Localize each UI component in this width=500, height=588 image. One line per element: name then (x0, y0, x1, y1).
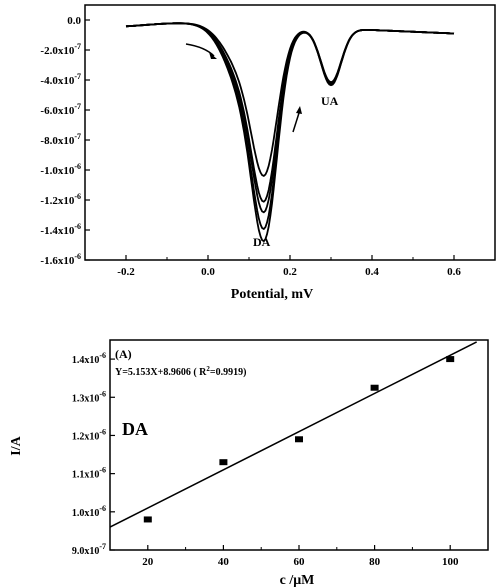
bottom-x-tick-label: 80 (369, 556, 381, 568)
calibration-plot (109, 341, 477, 528)
scan-direction-arrowhead-1 (209, 52, 217, 59)
bottom-y-tick-label: 1.3x10-6 (72, 389, 106, 404)
calibration-panel: 20 40 60 80 100 9.0x10-7 1.0x10-6 1.1x10-6 1.2x… (9, 339, 489, 588)
scan-direction-arrow-2 (292, 112, 300, 133)
data-point (370, 384, 379, 391)
data-point (219, 459, 228, 466)
top-y-tick-label: -4.0x10-7 (40, 72, 81, 87)
fit-line (109, 341, 477, 528)
voltammogram-trace (125, 22, 455, 231)
bottom-x-tick-label: 40 (218, 556, 230, 568)
bottom-y-tick-label: 1.1x10-6 (72, 466, 106, 481)
bottom-y-axis-title: I/A (9, 435, 24, 455)
top-x-tick-label: 0.0 (201, 266, 215, 278)
top-x-tick-label: -0.2 (117, 266, 135, 278)
voltammogram-trace (125, 22, 455, 177)
scan-direction-arrow-1 (185, 43, 215, 57)
fit-equation: Y=5.153X+8.9606 ( R2=0.9919) (115, 365, 246, 378)
bottom-y-tick-label: 1.0x10-6 (72, 504, 106, 519)
bottom-x-axis-title: c /μM (280, 573, 315, 588)
voltammogram-curves (125, 22, 455, 243)
voltammogram-trace (125, 22, 455, 214)
top-y-tick-label: 0.0 (67, 15, 81, 27)
top-x-tick-label: 0.2 (283, 266, 297, 278)
bottom-x-tick-label: 100 (442, 556, 459, 568)
panel-label: (A) (115, 347, 132, 361)
top-plot-frame (84, 4, 496, 261)
data-point (143, 516, 152, 523)
bottom-x-tick-label: 20 (142, 556, 154, 568)
top-x-tick-label: 0.6 (447, 266, 461, 278)
bottom-y-tick-label: 9.0x10-7 (72, 542, 106, 557)
annotation-ua-peak: UA (321, 94, 339, 108)
top-x-tick-label: 0.4 (365, 266, 379, 278)
top-y-tick-label: -1.0x10-6 (40, 162, 81, 177)
top-y-tick-label: -2.0x10-7 (40, 42, 81, 57)
voltammogram-trace (125, 22, 455, 203)
voltammogram-trace (125, 22, 455, 243)
top-y-tick-label: -1.4x10-6 (40, 222, 81, 237)
top-x-axis-title: Potential, mV (231, 287, 313, 302)
top-y-tick-label: -1.2x10-6 (40, 192, 81, 207)
bottom-x-tick-label: 60 (294, 556, 306, 568)
bottom-y-tick-label: 1.2x10-6 (72, 427, 106, 442)
data-point (446, 356, 455, 363)
top-y-tick-label: -1.6x10-6 (40, 252, 81, 267)
analyte-label: DA (122, 419, 148, 439)
voltammogram-panel: -0.2 0.0 0.2 0.4 0.6 0.0 -2.0x10-7 -4.0x10-7 -6… (40, 4, 496, 302)
annotation-da-peak: DA (253, 235, 271, 249)
bottom-y-tick-label: 1.4x10-6 (72, 351, 106, 366)
top-y-tick-label: -6.0x10-7 (40, 102, 81, 117)
top-y-tick-label: -8.0x10-7 (40, 132, 81, 147)
scan-direction-arrowhead-2 (296, 106, 302, 114)
data-point (295, 436, 303, 443)
